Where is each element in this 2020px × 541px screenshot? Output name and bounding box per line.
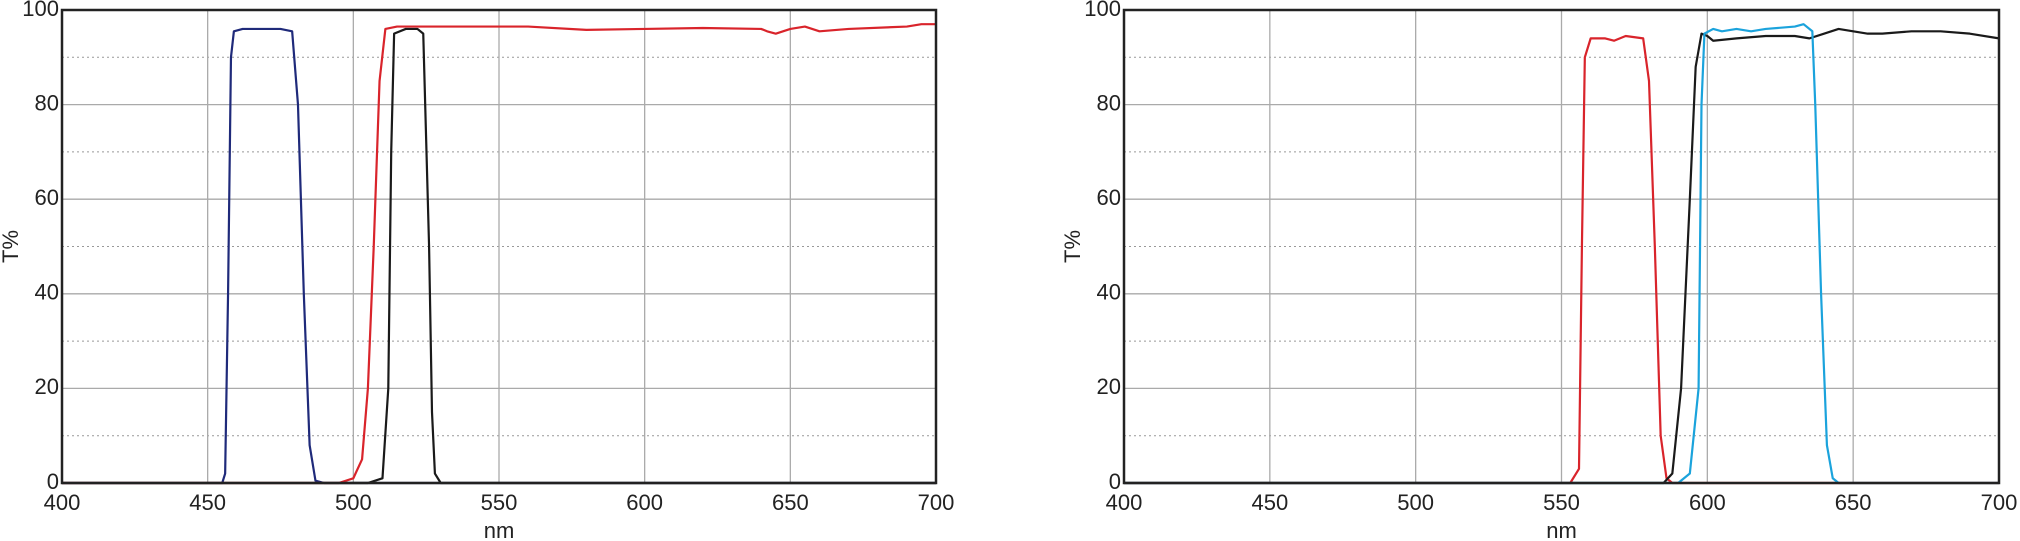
y-tick-label: 20 bbox=[35, 374, 59, 399]
x-axis-label: nm bbox=[1546, 518, 1577, 541]
y-axis-label: T% bbox=[1060, 230, 1085, 263]
y-tick-label: 0 bbox=[1109, 469, 1121, 494]
y-tick-label: 100 bbox=[1084, 0, 1121, 21]
x-tick-label: 450 bbox=[1251, 490, 1288, 515]
plot-frame bbox=[1122, 8, 2001, 485]
y-tick-label: 40 bbox=[1097, 280, 1121, 305]
y-tick-label: 60 bbox=[35, 185, 59, 210]
series-line bbox=[1124, 23, 1999, 485]
x-tick-label: 550 bbox=[1543, 490, 1580, 515]
x-tick-label: 600 bbox=[1689, 490, 1726, 515]
plot-frame bbox=[60, 8, 938, 485]
x-tick-label: 550 bbox=[481, 490, 518, 515]
x-tick-label: 650 bbox=[1835, 490, 1872, 515]
x-tick-label: 500 bbox=[1397, 490, 1434, 515]
y-tick-label: 0 bbox=[47, 469, 59, 494]
x-tick-label: 400 bbox=[1106, 490, 1143, 515]
y-tick-label: 20 bbox=[1097, 374, 1121, 399]
x-tick-label: 700 bbox=[1981, 490, 2018, 515]
y-tick-label: 60 bbox=[1097, 185, 1121, 210]
y-tick-label: 100 bbox=[22, 0, 59, 21]
y-axis-label: T% bbox=[0, 230, 23, 263]
x-tick-label: 450 bbox=[189, 490, 226, 515]
y-tick-label: 40 bbox=[35, 280, 59, 305]
x-tick-label: 700 bbox=[918, 490, 955, 515]
x-axis-label: nm bbox=[484, 518, 515, 541]
x-tick-label: 500 bbox=[335, 490, 372, 515]
y-tick-label: 80 bbox=[1097, 90, 1121, 115]
series-line bbox=[62, 27, 936, 485]
series-line bbox=[62, 23, 936, 485]
series-line bbox=[1124, 27, 2000, 485]
x-tick-label: 400 bbox=[44, 490, 81, 515]
y-tick-label: 80 bbox=[35, 90, 59, 115]
x-tick-label: 650 bbox=[772, 490, 809, 515]
series-line bbox=[1124, 34, 1999, 485]
series-line bbox=[62, 27, 936, 485]
x-tick-label: 600 bbox=[626, 490, 663, 515]
